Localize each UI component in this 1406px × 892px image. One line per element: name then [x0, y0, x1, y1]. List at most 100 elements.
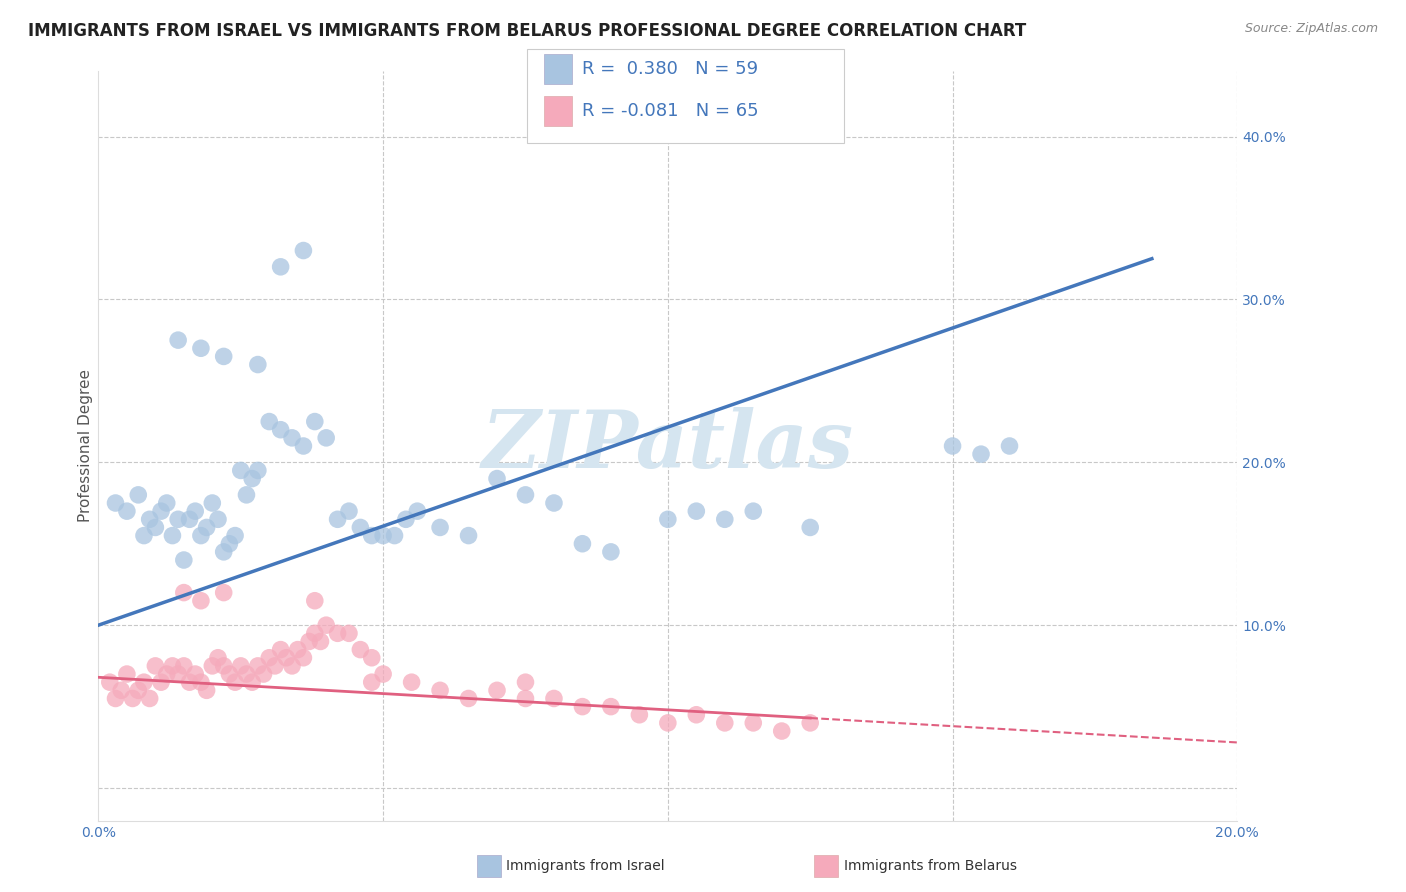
- Point: [259, 415, 281, 429]
- Text: IMMIGRANTS FROM ISRAEL VS IMMIGRANTS FROM BELARUS PROFESSIONAL DEGREE CORRELATIO: IMMIGRANTS FROM ISRAEL VS IMMIGRANTS FRO…: [28, 22, 1026, 40]
- Text: R =  0.380   N = 59: R = 0.380 N = 59: [582, 60, 758, 78]
- Point: [304, 626, 326, 640]
- Point: [246, 358, 269, 372]
- Point: [212, 350, 235, 364]
- Point: [156, 496, 179, 510]
- Point: [360, 528, 382, 542]
- Point: [349, 520, 371, 534]
- Point: [349, 642, 371, 657]
- Point: [270, 642, 292, 657]
- Point: [304, 415, 326, 429]
- Point: [264, 659, 287, 673]
- Point: [326, 626, 349, 640]
- Point: [486, 683, 509, 698]
- Point: [657, 512, 679, 526]
- Point: [235, 488, 257, 502]
- Point: [218, 537, 240, 551]
- Y-axis label: Professional Degree: Professional Degree: [77, 369, 93, 523]
- Point: [190, 528, 212, 542]
- Point: [685, 707, 707, 722]
- Point: [184, 667, 207, 681]
- Point: [742, 715, 765, 730]
- Point: [173, 659, 195, 673]
- Point: [218, 667, 240, 681]
- Point: [457, 691, 479, 706]
- Point: [942, 439, 965, 453]
- Point: [657, 715, 679, 730]
- Point: [132, 528, 155, 542]
- Point: [173, 553, 195, 567]
- Point: [395, 512, 418, 526]
- Point: [486, 472, 509, 486]
- Point: [742, 504, 765, 518]
- Point: [281, 431, 304, 445]
- Point: [970, 447, 993, 461]
- Text: R = -0.081   N = 65: R = -0.081 N = 65: [582, 103, 759, 120]
- Point: [337, 626, 360, 640]
- Point: [373, 528, 395, 542]
- Point: [190, 593, 212, 607]
- Point: [156, 667, 179, 681]
- Point: [229, 659, 252, 673]
- Point: [515, 675, 537, 690]
- Point: [326, 512, 349, 526]
- Point: [600, 699, 623, 714]
- Point: [304, 593, 326, 607]
- Point: [287, 642, 309, 657]
- Point: [138, 512, 160, 526]
- Point: [714, 512, 737, 526]
- Point: [337, 504, 360, 518]
- Point: [571, 699, 593, 714]
- Point: [229, 463, 252, 477]
- Point: [173, 585, 195, 599]
- Point: [360, 675, 382, 690]
- Point: [212, 585, 235, 599]
- Point: [600, 545, 623, 559]
- Point: [543, 691, 565, 706]
- Point: [115, 504, 138, 518]
- Point: [162, 528, 184, 542]
- Point: [179, 675, 201, 690]
- Point: [132, 675, 155, 690]
- Point: [167, 667, 190, 681]
- Point: [179, 512, 201, 526]
- Point: [685, 504, 707, 518]
- Point: [190, 341, 212, 355]
- Text: Source: ZipAtlas.com: Source: ZipAtlas.com: [1244, 22, 1378, 36]
- Point: [628, 707, 651, 722]
- Point: [121, 691, 143, 706]
- Point: [224, 528, 246, 542]
- Point: [104, 691, 127, 706]
- Point: [195, 683, 218, 698]
- Point: [571, 537, 593, 551]
- Point: [235, 667, 257, 681]
- Point: [201, 659, 224, 673]
- Point: [240, 472, 263, 486]
- Point: [150, 504, 173, 518]
- Point: [115, 667, 138, 681]
- Point: [190, 675, 212, 690]
- Point: [127, 683, 149, 698]
- Point: [406, 504, 429, 518]
- Point: [167, 512, 190, 526]
- Point: [195, 520, 218, 534]
- Point: [281, 659, 304, 673]
- Point: [309, 634, 332, 648]
- Point: [184, 504, 207, 518]
- Point: [276, 650, 298, 665]
- Point: [207, 650, 229, 665]
- Point: [270, 260, 292, 274]
- Point: [429, 520, 451, 534]
- Point: [224, 675, 246, 690]
- Point: [543, 496, 565, 510]
- Point: [315, 618, 337, 632]
- Point: [104, 496, 127, 510]
- Point: [292, 244, 315, 258]
- Point: [110, 683, 132, 698]
- Point: [167, 333, 190, 347]
- Text: Immigrants from Israel: Immigrants from Israel: [506, 859, 665, 873]
- Point: [270, 423, 292, 437]
- Point: [401, 675, 423, 690]
- Point: [240, 675, 263, 690]
- Point: [207, 512, 229, 526]
